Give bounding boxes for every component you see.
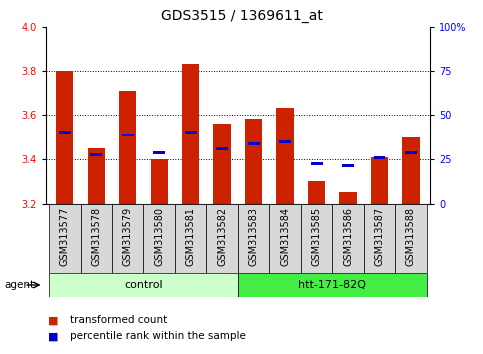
- Text: GSM313586: GSM313586: [343, 207, 353, 266]
- Text: GSM313580: GSM313580: [154, 207, 164, 266]
- Bar: [311, 162, 323, 165]
- FancyBboxPatch shape: [49, 204, 81, 273]
- Text: GSM313581: GSM313581: [185, 207, 196, 266]
- Bar: [90, 153, 102, 156]
- Bar: [248, 142, 259, 145]
- Text: percentile rank within the sample: percentile rank within the sample: [70, 331, 246, 341]
- FancyBboxPatch shape: [143, 204, 175, 273]
- Bar: [371, 157, 388, 204]
- Text: GSM313584: GSM313584: [280, 207, 290, 266]
- FancyBboxPatch shape: [301, 204, 332, 273]
- FancyBboxPatch shape: [238, 273, 426, 297]
- Text: GSM313577: GSM313577: [60, 207, 70, 266]
- Bar: [119, 91, 136, 204]
- Text: ■: ■: [48, 331, 59, 341]
- Bar: [245, 120, 262, 204]
- Bar: [402, 137, 420, 204]
- Text: ■: ■: [48, 315, 59, 325]
- Text: GSM313588: GSM313588: [406, 207, 416, 266]
- Bar: [87, 148, 105, 204]
- Text: transformed count: transformed count: [70, 315, 167, 325]
- Bar: [373, 156, 385, 159]
- Text: htt-171-82Q: htt-171-82Q: [298, 280, 366, 290]
- Bar: [308, 182, 325, 204]
- Bar: [59, 131, 71, 134]
- Bar: [276, 108, 294, 204]
- Bar: [151, 159, 168, 204]
- FancyBboxPatch shape: [395, 204, 426, 273]
- Bar: [153, 151, 165, 154]
- Bar: [279, 140, 291, 143]
- Text: agent: agent: [5, 280, 35, 290]
- Text: GDS3515 / 1369611_at: GDS3515 / 1369611_at: [160, 9, 323, 23]
- Text: GSM313583: GSM313583: [249, 207, 258, 266]
- Bar: [122, 133, 134, 136]
- FancyBboxPatch shape: [175, 204, 206, 273]
- Text: GSM313585: GSM313585: [312, 207, 322, 266]
- Text: GSM313578: GSM313578: [91, 207, 101, 266]
- Bar: [216, 147, 228, 150]
- FancyBboxPatch shape: [81, 204, 112, 273]
- FancyBboxPatch shape: [332, 204, 364, 273]
- FancyBboxPatch shape: [270, 204, 301, 273]
- Bar: [56, 71, 73, 204]
- FancyBboxPatch shape: [206, 204, 238, 273]
- Bar: [342, 165, 354, 167]
- FancyBboxPatch shape: [364, 204, 395, 273]
- Bar: [405, 151, 417, 154]
- Bar: [213, 124, 231, 204]
- Text: control: control: [124, 280, 163, 290]
- Text: GSM313579: GSM313579: [123, 207, 133, 266]
- Bar: [182, 64, 199, 204]
- Bar: [340, 193, 356, 204]
- Text: GSM313587: GSM313587: [374, 207, 384, 266]
- FancyBboxPatch shape: [112, 204, 143, 273]
- FancyBboxPatch shape: [49, 273, 238, 297]
- Bar: [185, 131, 197, 134]
- FancyBboxPatch shape: [238, 204, 270, 273]
- Text: GSM313582: GSM313582: [217, 207, 227, 266]
